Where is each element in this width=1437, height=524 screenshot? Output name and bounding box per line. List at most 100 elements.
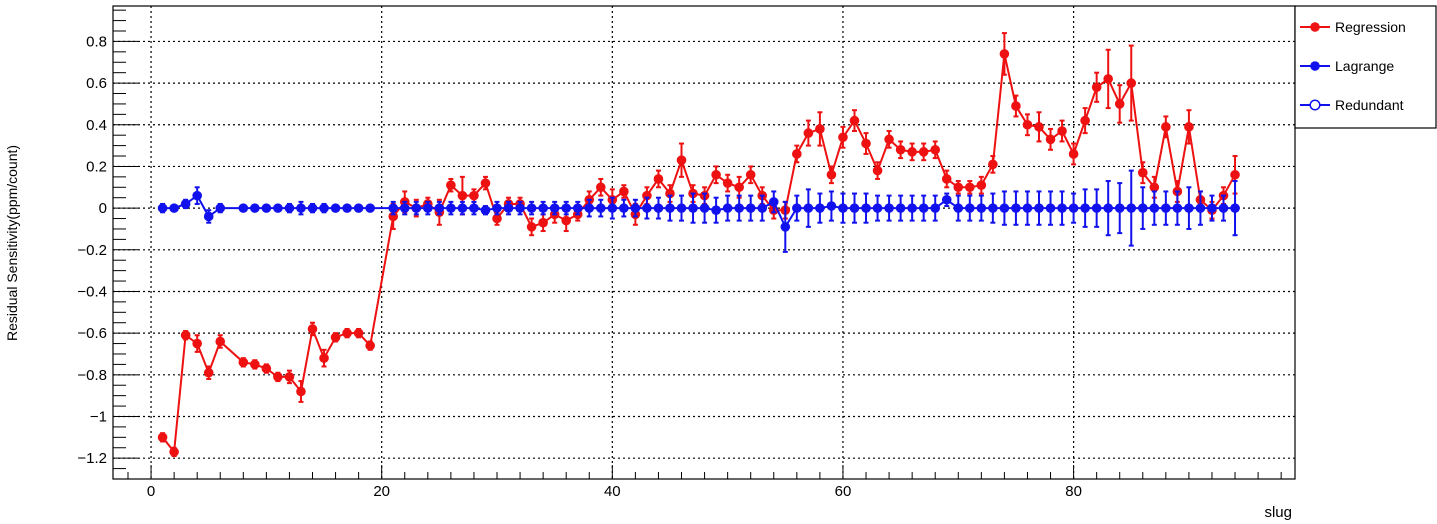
- data-point: [826, 169, 837, 180]
- data-point: [941, 194, 952, 205]
- data-point: [757, 203, 768, 213]
- data-point: [918, 203, 929, 213]
- data-point: [745, 169, 756, 180]
- data-point: [803, 128, 814, 138]
- y-tick-label: −0.8: [77, 367, 107, 384]
- data-point: [330, 332, 341, 343]
- data-point: [665, 203, 675, 213]
- data-point: [1161, 122, 1171, 132]
- data-point: [1080, 115, 1090, 126]
- data-point: [965, 203, 975, 213]
- series-regression: [157, 32, 1240, 458]
- data-point: [584, 203, 595, 213]
- y-tick-label: 0.8: [86, 33, 107, 50]
- data-point: [895, 144, 906, 155]
- data-point: [734, 182, 744, 193]
- data-point: [1057, 203, 1067, 213]
- data-point: [976, 180, 987, 190]
- data-point: [953, 182, 964, 193]
- x-tick-label: 80: [1065, 483, 1082, 500]
- data-point: [792, 149, 802, 159]
- x-axis-label: slug: [1264, 504, 1292, 521]
- data-point: [307, 203, 318, 213]
- data-point: [492, 213, 502, 224]
- data-point: [538, 217, 548, 228]
- data-point: [526, 203, 537, 213]
- data-point: [1022, 203, 1033, 213]
- data-point: [1103, 203, 1113, 213]
- data-point: [515, 203, 525, 213]
- data-point: [792, 203, 802, 213]
- data-point: [434, 203, 445, 213]
- data-point: [250, 203, 260, 213]
- data-point: [619, 186, 629, 197]
- data-point: [595, 203, 606, 213]
- data-point: [1034, 122, 1044, 132]
- y-tick-label: 0.4: [86, 117, 107, 134]
- axes: 0 20 40 60 80 −1.2 −1 −0.8 −0.6 −0.4 −0.2 0 0.2 0.4 0.…: [77, 9, 1282, 500]
- data-point: [907, 203, 917, 213]
- data-point: [999, 49, 1010, 59]
- data-point: [180, 199, 191, 209]
- data-point: [849, 115, 860, 126]
- y-tick-label: 0.6: [86, 75, 107, 92]
- legend: Regression Lagrange Redundant: [1294, 5, 1437, 129]
- plot-frame: [112, 5, 1296, 480]
- x-tick-label: 60: [835, 483, 852, 500]
- data-point: [815, 124, 825, 134]
- legend-label: Lagrange: [1335, 58, 1394, 74]
- data-point: [1011, 203, 1021, 213]
- data-point: [203, 367, 214, 378]
- data-point: [538, 203, 548, 213]
- y-tick-label: −0.2: [77, 242, 107, 259]
- data-point: [549, 203, 560, 213]
- data-point: [688, 203, 698, 213]
- series-lagrange: [157, 169, 1240, 253]
- legend-entry-regression: Regression: [1300, 19, 1406, 35]
- data-point: [988, 159, 998, 170]
- y-tick-label: −0.6: [77, 325, 107, 342]
- legend-marker: [1310, 61, 1320, 71]
- data-point: [192, 338, 202, 349]
- data-point: [1114, 99, 1125, 109]
- data-point: [561, 215, 571, 226]
- data-point: [999, 203, 1010, 213]
- data-point: [261, 203, 272, 213]
- y-tick-label: 0: [99, 200, 107, 217]
- data-point: [1195, 203, 1206, 213]
- data-point: [653, 203, 664, 213]
- data-point: [180, 330, 191, 341]
- data-point: [457, 190, 468, 201]
- data-point: [826, 201, 837, 211]
- data-point: [203, 211, 214, 222]
- data-point: [930, 203, 941, 213]
- data-point: [215, 203, 226, 213]
- data-point: [1137, 203, 1148, 213]
- data-point: [284, 372, 295, 382]
- data-point: [907, 147, 917, 157]
- data-point: [330, 203, 341, 213]
- data-point: [388, 203, 399, 213]
- legend-marker: [1309, 99, 1321, 111]
- data-point: [307, 324, 318, 334]
- data-point: [1230, 169, 1240, 180]
- data-point: [526, 222, 537, 232]
- data-point: [238, 357, 249, 368]
- data-point: [803, 203, 814, 213]
- data-point: [1080, 203, 1090, 213]
- data-point: [642, 203, 652, 213]
- data-point: [399, 203, 410, 213]
- data-point: [1045, 134, 1056, 145]
- data-point: [238, 203, 249, 213]
- data-point: [1126, 78, 1137, 88]
- data-point: [838, 203, 848, 213]
- data-point: [1091, 82, 1102, 93]
- grid-lines: [113, 6, 1295, 479]
- data-point: [953, 203, 964, 213]
- data-point: [619, 203, 629, 213]
- data-point: [895, 203, 906, 213]
- data-point: [296, 203, 306, 213]
- data-point: [734, 203, 744, 213]
- data-point: [630, 203, 641, 213]
- data-point: [884, 134, 894, 145]
